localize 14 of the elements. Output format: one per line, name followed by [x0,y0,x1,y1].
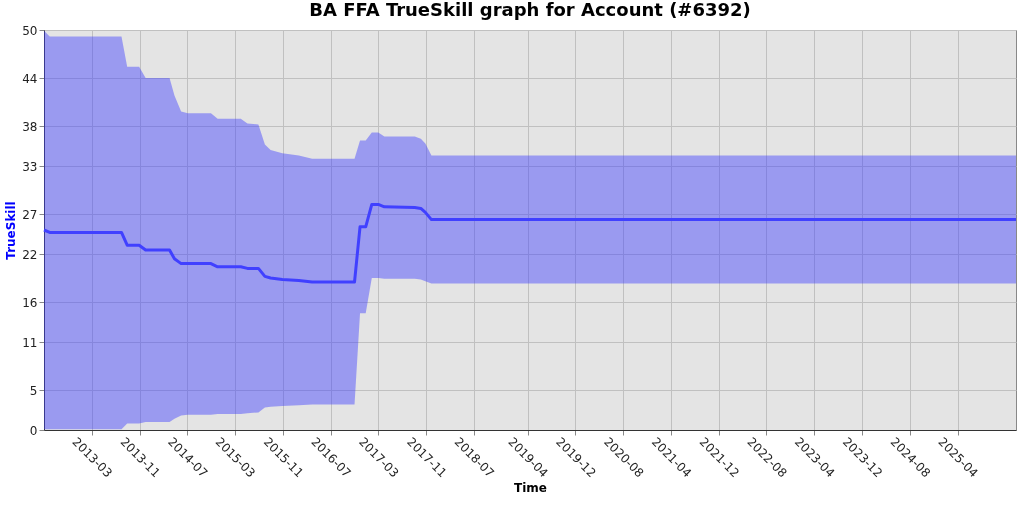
x-axis-title: Time [514,481,547,496]
y-tick-label: 44 [22,71,38,86]
y-tick-label: 27 [22,207,38,222]
y-tick-label: 33 [22,159,38,174]
y-axis-title: TrueSkill [4,201,19,260]
y-tick-label: 50 [22,23,38,38]
y-tick-label: 0 [29,423,38,438]
y-tick-label: 22 [22,247,38,262]
y-tick-label: 5 [29,383,38,398]
y-tick-label: 16 [22,295,38,310]
chart-title: BA FFA TrueSkill graph for Account (#6392) [309,0,751,20]
line-series [42,202,1018,284]
y-tick-label: 11 [22,335,38,350]
y-tick-label: 38 [22,119,38,134]
